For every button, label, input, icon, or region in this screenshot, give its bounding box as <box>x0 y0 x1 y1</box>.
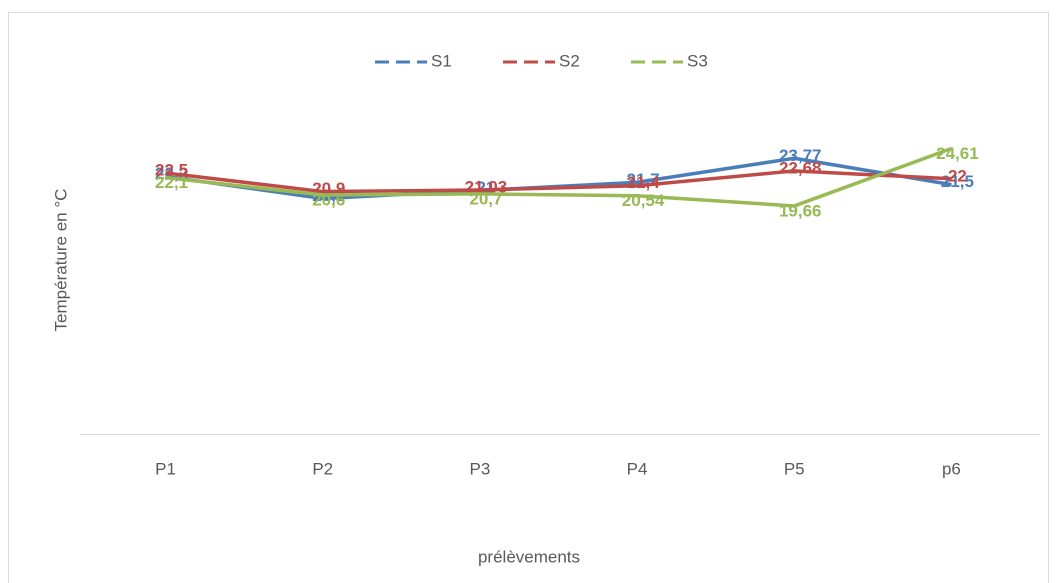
data-label: 20,6 <box>312 191 345 210</box>
data-label: 22,68 <box>779 158 822 177</box>
x-tick-label: P1 <box>155 459 176 478</box>
data-label: 20,54 <box>622 191 665 210</box>
data-label: 19,66 <box>779 201 822 220</box>
data-label: 21 <box>476 178 495 197</box>
data-label: 22,1 <box>155 173 188 192</box>
x-axis-title: prélèvements <box>478 547 580 566</box>
y-axis-title: Température en °C <box>51 189 70 332</box>
data-label: 22 <box>948 166 967 185</box>
data-label: 20,7 <box>469 189 502 208</box>
data-label: 21,5 <box>941 172 974 191</box>
x-tick-label: P4 <box>627 459 648 478</box>
legend-label: S3 <box>687 51 708 70</box>
data-label: 23,77 <box>779 146 822 165</box>
x-tick-label: p6 <box>942 459 961 478</box>
data-label: 24,61 <box>936 144 979 163</box>
data-label: 22,5 <box>155 160 188 179</box>
data-label: 21,4 <box>627 173 661 192</box>
data-label: 21,03 <box>465 178 508 197</box>
series-line <box>165 146 953 208</box>
legend-label: S1 <box>431 51 452 70</box>
series-line <box>165 169 952 194</box>
x-tick-label: P5 <box>784 459 805 478</box>
x-tick-label: P2 <box>312 459 333 478</box>
legend-label: S2 <box>559 51 580 70</box>
chart-border <box>8 12 1049 583</box>
x-tick-label: P3 <box>470 459 491 478</box>
